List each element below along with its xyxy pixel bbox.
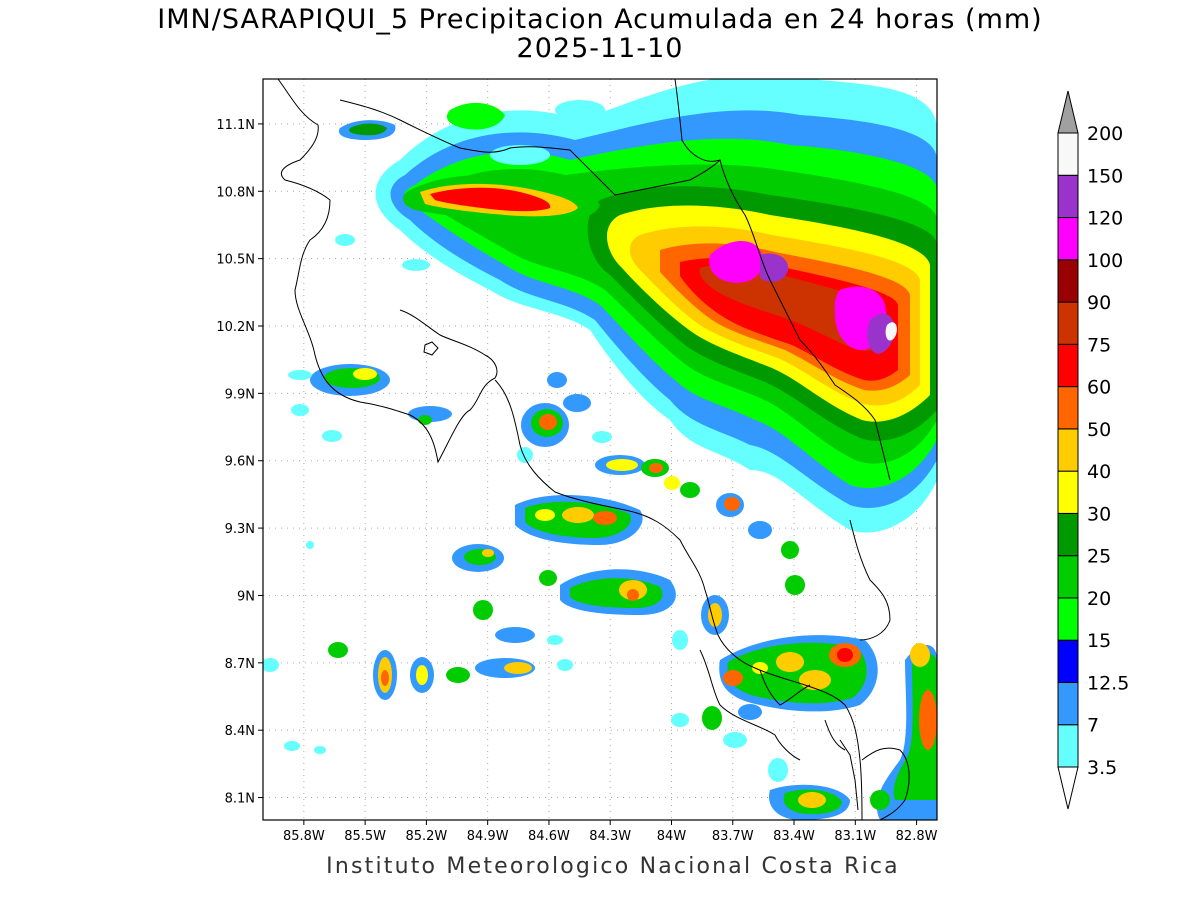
colorbar-label: 120 [1087, 208, 1123, 230]
colorbar-label: 60 [1087, 377, 1111, 399]
precipitation-field [263, 79, 937, 820]
colorbar-segment [1057, 343, 1079, 388]
lon-tick-label: 85.8W [283, 829, 325, 844]
lon-tick-label: 85.2W [405, 829, 447, 844]
colorbar-label: 30 [1087, 503, 1111, 525]
lat-tick-label: 10.5N [216, 253, 255, 268]
colorbar-label: 100 [1087, 250, 1123, 272]
colorbar-label: 25 [1087, 546, 1111, 568]
colorbar-segment [1057, 259, 1079, 303]
map-title: IMN/SARAPIQUI_5 Precipitacion Acumulada … [157, 4, 1043, 35]
colorbar-low-cap [1057, 766, 1079, 810]
lat-tick-label: 8.7N [225, 657, 255, 672]
colorbar-segment [1057, 132, 1079, 176]
colorbar-segment [1057, 470, 1079, 514]
colorbar-segment [1057, 639, 1079, 683]
colorbar-label: 7 [1087, 715, 1099, 737]
colorbar-label: 150 [1087, 165, 1123, 187]
colorbar: 3.5 7 12.5 15 20 25 30 40 50 60 75 90 100 120 150 200 [1057, 90, 1129, 810]
lon-tick-label: 83.1W [834, 829, 876, 844]
colorbar-segment [1057, 555, 1079, 599]
colorbar-label: 12.5 [1087, 672, 1129, 694]
rain-cells-central [310, 364, 805, 635]
national-borders [339, 79, 891, 811]
colorbar-label: 75 [1087, 334, 1111, 356]
colorbar-segment [1057, 301, 1079, 345]
lon-tick-label: 84W [657, 829, 687, 844]
colorbar-segment [1057, 386, 1079, 430]
colorbar-label: 90 [1087, 292, 1111, 314]
map-date: 2025-11-10 [516, 33, 684, 64]
colorbar-segment [1057, 724, 1079, 768]
lon-tick-label: 84.6W [528, 829, 570, 844]
rain-band-northwest [338, 102, 600, 223]
colorbar-segment [1057, 217, 1079, 261]
lat-tick-label: 9.6N [225, 455, 255, 470]
lat-tick-label: 8.1N [225, 792, 255, 807]
lat-tick-label: 11.1N [216, 118, 255, 133]
colorbar-segment [1057, 428, 1079, 472]
lat-tick-label: 10.2N [216, 320, 255, 335]
lat-tick-label: 9N [237, 589, 255, 604]
rain-cells-south [328, 570, 937, 820]
lon-tick-label: 83.7W [712, 829, 754, 844]
colorbar-segment [1057, 174, 1079, 219]
plot-frame [262, 78, 938, 821]
lon-tick-label: 82.8W [896, 829, 938, 844]
footer-credit: Instituto Meteorologico Nacional Costa R… [326, 854, 900, 879]
colorbar-label: 50 [1087, 419, 1111, 441]
colorbar-segment [1057, 512, 1079, 557]
lat-tick-label: 10.8N [216, 185, 255, 200]
lat-tick-label: 9.3N [225, 522, 255, 537]
colorbar-label: 40 [1087, 461, 1111, 483]
lon-tick-label: 84.9W [467, 829, 509, 844]
lon-tick-label: 84.3W [589, 829, 631, 844]
colorbar-segment [1057, 681, 1079, 726]
colorbar-label: 3.5 [1087, 757, 1117, 779]
colorbar-label: 15 [1087, 630, 1111, 652]
colorbar-label: 20 [1087, 588, 1111, 610]
colorbar-label: 200 [1087, 123, 1123, 145]
lon-tick-label: 85.5W [344, 829, 386, 844]
lat-tick-label: 8.4N [225, 724, 255, 739]
axis-ticks: 85.8W 85.5W 85.2W 84.9W 84.6W 84.3W 84W 83.7W 83… [216, 118, 937, 844]
lat-tick-label: 9.9N [225, 387, 255, 402]
coastlines [277, 79, 910, 820]
colorbar-high-cap [1057, 90, 1079, 134]
lon-tick-label: 83.4W [773, 829, 815, 844]
colorbar-segment [1057, 597, 1079, 641]
